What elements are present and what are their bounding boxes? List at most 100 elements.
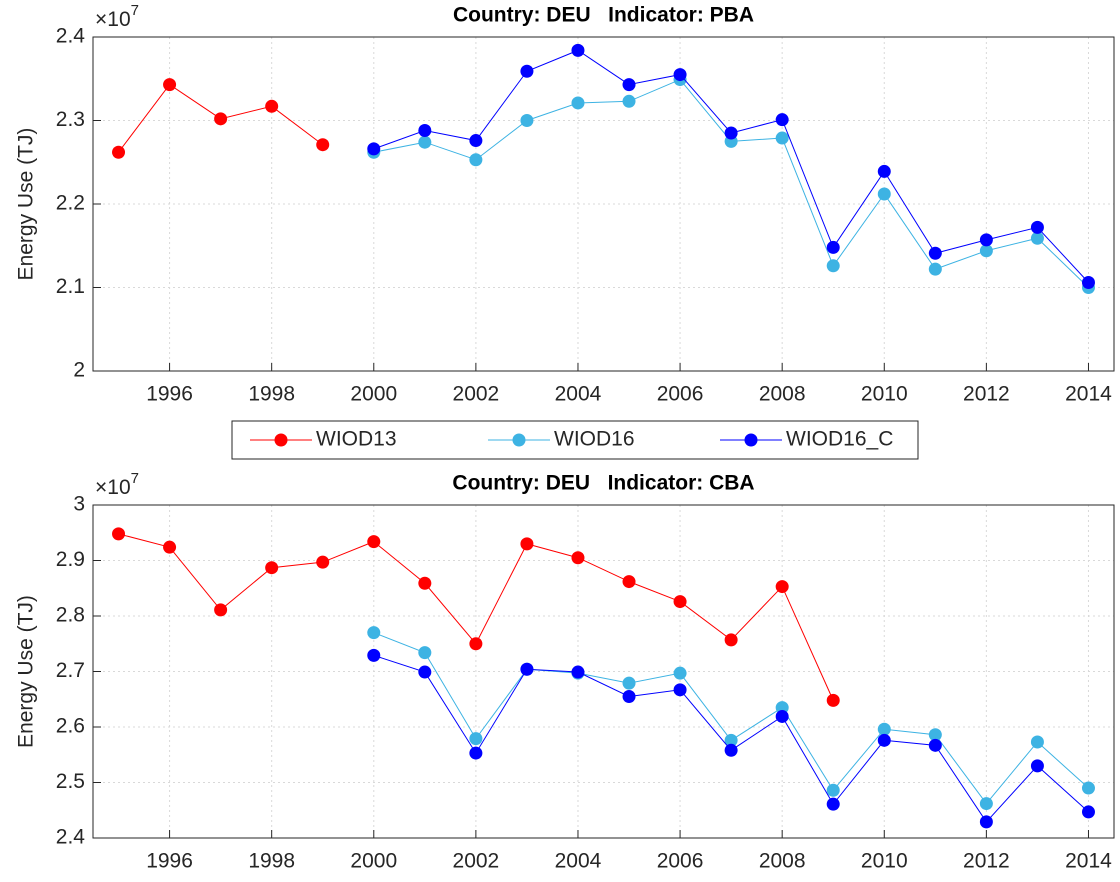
- y-tick-label: 3: [73, 493, 85, 516]
- data-point: [673, 68, 687, 82]
- data-point: [1030, 759, 1044, 773]
- data-point: [520, 64, 534, 78]
- y-axis-label: Energy Use (TJ): [15, 595, 38, 748]
- y-multiplier: ×107: [95, 470, 139, 499]
- axes-box: [92, 36, 1115, 372]
- data-point: [673, 683, 687, 697]
- x-tick-label: 1998: [248, 383, 295, 406]
- data-point: [622, 676, 636, 690]
- data-point: [520, 537, 534, 551]
- data-point: [877, 733, 891, 747]
- legend-label: WIOD16_C: [786, 428, 893, 451]
- data-point: [265, 99, 279, 113]
- legend-label: WIOD13: [316, 428, 397, 451]
- data-point: [367, 626, 381, 640]
- data-point: [979, 797, 993, 811]
- data-point: [877, 187, 891, 201]
- data-point: [979, 233, 993, 247]
- data-point: [418, 135, 432, 149]
- x-tick-label: 1998: [248, 850, 295, 873]
- data-point: [775, 580, 789, 594]
- data-point: [979, 244, 993, 258]
- data-point: [622, 94, 636, 108]
- x-tick-label: 2004: [555, 850, 602, 873]
- x-tick-label: 1996: [146, 850, 193, 873]
- data-point: [928, 262, 942, 276]
- multiplier-exponent: 7: [131, 470, 139, 487]
- x-tick-label: 2010: [861, 850, 908, 873]
- x-tick-label: 2008: [759, 383, 806, 406]
- data-point: [418, 665, 432, 679]
- data-point: [1030, 735, 1044, 749]
- data-point: [112, 145, 126, 159]
- data-point: [826, 240, 840, 254]
- data-point: [214, 603, 228, 617]
- data-point: [469, 134, 483, 148]
- data-point: [316, 138, 330, 152]
- data-point: [622, 78, 636, 92]
- x-tick-label: 2012: [963, 383, 1010, 406]
- data-point: [418, 576, 432, 590]
- data-point: [877, 164, 891, 178]
- data-point: [1081, 805, 1095, 819]
- x-tick-label: 2010: [861, 383, 908, 406]
- data-point: [571, 96, 585, 110]
- data-point: [469, 153, 483, 167]
- x-tick-label: 2012: [963, 850, 1010, 873]
- data-point: [1081, 781, 1095, 795]
- data-point: [265, 561, 279, 575]
- data-point: [622, 575, 636, 589]
- x-tick-label: 2014: [1065, 850, 1112, 873]
- data-point: [1030, 220, 1044, 234]
- data-point: [571, 551, 585, 565]
- data-point: [418, 646, 432, 660]
- data-point: [928, 246, 942, 260]
- data-point: [163, 78, 177, 92]
- y-tick-label: 2.5: [56, 770, 85, 793]
- data-point: [112, 527, 126, 541]
- data-point: [622, 689, 636, 703]
- data-point: [367, 535, 381, 549]
- data-point: [367, 142, 381, 156]
- data-point: [775, 113, 789, 127]
- y-tick-label: 2.2: [56, 192, 85, 215]
- x-tick-label: 1996: [146, 383, 193, 406]
- x-tick-label: 2002: [453, 383, 500, 406]
- data-point: [367, 648, 381, 662]
- x-tick-label: 2006: [657, 383, 704, 406]
- data-point: [1030, 231, 1044, 245]
- multiplier-base: ×10: [95, 8, 131, 31]
- y-tick-label: 2.7: [56, 659, 85, 682]
- data-point: [724, 126, 738, 140]
- x-tick-label: 2008: [759, 850, 806, 873]
- y-tick-label: 2.9: [56, 548, 85, 571]
- x-tick-label: 2006: [657, 850, 704, 873]
- legend-marker: [274, 433, 288, 447]
- x-tick-label: 2004: [555, 383, 602, 406]
- data-point: [418, 124, 432, 138]
- data-point: [826, 783, 840, 797]
- y-tick-label: 2.8: [56, 604, 85, 627]
- y-tick-label: 2.1: [56, 275, 85, 298]
- data-point: [877, 722, 891, 736]
- y-tick-label: 2: [73, 359, 85, 382]
- data-point: [673, 595, 687, 609]
- data-point: [775, 131, 789, 145]
- data-point: [469, 637, 483, 651]
- axes-box: [92, 504, 1115, 839]
- y-tick-label: 2.6: [56, 715, 85, 738]
- data-point: [163, 540, 177, 554]
- data-point: [724, 743, 738, 757]
- x-tick-label: 2000: [350, 850, 397, 873]
- x-tick-label: 2000: [350, 383, 397, 406]
- data-point: [928, 728, 942, 742]
- data-point: [571, 665, 585, 679]
- multiplier-exponent: 7: [131, 2, 139, 19]
- data-point: [469, 746, 483, 760]
- legend-label: WIOD16: [554, 428, 635, 451]
- legend-marker: [744, 433, 758, 447]
- data-point: [469, 732, 483, 746]
- x-tick-label: 2002: [453, 850, 500, 873]
- data-point: [571, 43, 585, 57]
